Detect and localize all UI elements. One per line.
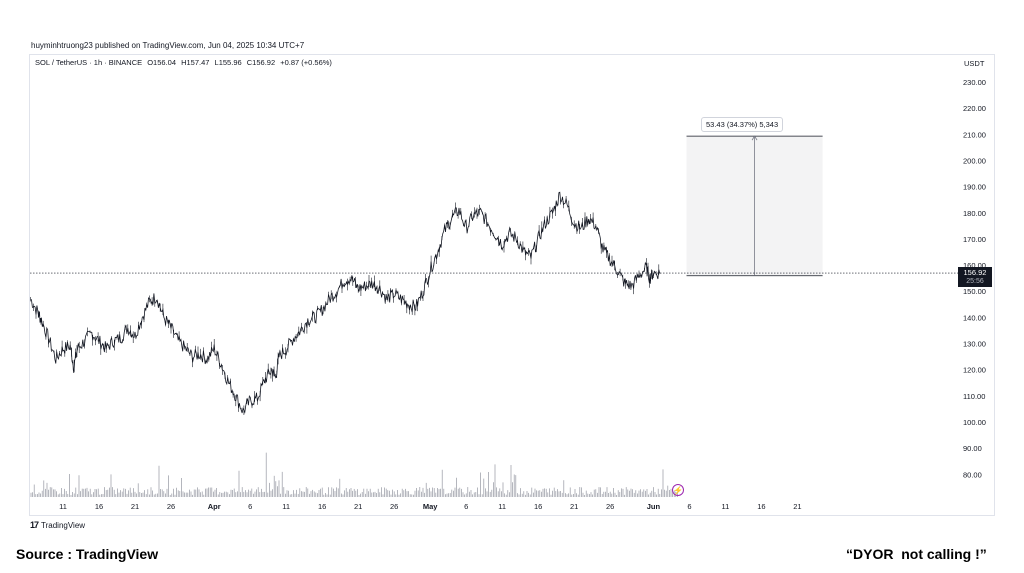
y-tick-label: 190.00 [963, 183, 986, 192]
x-tick-label: 21 [354, 502, 362, 511]
tradingview-mark-icon: 17 [30, 520, 39, 530]
y-tick-label: 200.00 [963, 156, 986, 165]
legend-close: C156.92 [246, 58, 276, 67]
disclaimer-caption: “DYOR not calling !” [846, 546, 987, 562]
x-tick-label: 16 [95, 502, 103, 511]
y-tick-label: 90.00 [963, 444, 982, 453]
y-tick-label: 170.00 [963, 235, 986, 244]
price-unit[interactable]: USDT [964, 59, 985, 68]
y-tick-label: 180.00 [963, 209, 986, 218]
legend-low: L155.96 [214, 58, 242, 67]
measure-label: 53.43 (34.37%) 5,343 [701, 117, 784, 132]
y-tick-label: 210.00 [963, 130, 986, 139]
tradingview-logo-text: TradingView [41, 520, 86, 530]
current-price-tag: 156.92 25:56 [958, 267, 992, 287]
price-series-line [30, 191, 661, 414]
publisher-line: huyminhtruong23 published on TradingView… [31, 41, 305, 50]
x-tick-label: 16 [318, 502, 326, 511]
x-tick-label: Apr [208, 502, 221, 511]
x-tick-label: 11 [282, 502, 290, 511]
legend-change: +0.87 (+0.56%) [280, 58, 332, 67]
y-tick-label: 230.00 [963, 78, 986, 87]
measure-arrow-head [751, 135, 758, 141]
legend-high: H157.47 [181, 58, 210, 67]
x-tick-label: Jun [647, 502, 661, 511]
legend-symbol[interactable]: SOL / TetherUS · 1h · BINANCE [35, 58, 143, 67]
x-tick-label: 16 [534, 502, 542, 511]
x-tick-label: 11 [498, 502, 506, 511]
x-tick-label: May [423, 502, 438, 511]
y-tick-label: 120.00 [963, 366, 986, 375]
y-tick-label: 110.00 [963, 392, 985, 401]
chart-frame [29, 54, 995, 516]
bar-countdown: 25:56 [966, 278, 984, 285]
y-tick-label: 150.00 [963, 287, 986, 296]
x-tick-label: 21 [131, 502, 139, 511]
x-tick-label: 16 [757, 502, 765, 511]
x-tick-label: 11 [722, 502, 730, 511]
current-price-value: 156.92 [963, 268, 987, 277]
y-tick-label: 140.00 [963, 313, 986, 322]
chart-legend: SOL / TetherUS · 1h · BINANCE O156.04 H1… [35, 58, 335, 67]
x-tick-label: 6 [687, 502, 691, 511]
x-tick-label: 21 [570, 502, 578, 511]
y-tick-label: 80.00 [963, 470, 982, 479]
tradingview-logo: 17 TradingView [30, 520, 85, 530]
x-tick-label: 26 [606, 502, 614, 511]
x-tick-label: 26 [390, 502, 398, 511]
flash-icon[interactable]: ⚡ [672, 484, 684, 496]
legend-open: O156.04 [147, 58, 176, 67]
y-tick-label: 130.00 [963, 340, 986, 349]
x-tick-label: 26 [167, 502, 175, 511]
x-tick-label: 11 [59, 502, 67, 511]
y-tick-label: 100.00 [963, 418, 986, 427]
x-tick-label: 6 [464, 502, 468, 511]
x-tick-label: 6 [248, 502, 252, 511]
x-tick-label: 21 [793, 502, 801, 511]
y-tick-label: 160.00 [963, 261, 986, 270]
source-caption: Source : TradingView [16, 546, 159, 562]
y-tick-label: 220.00 [963, 104, 986, 113]
